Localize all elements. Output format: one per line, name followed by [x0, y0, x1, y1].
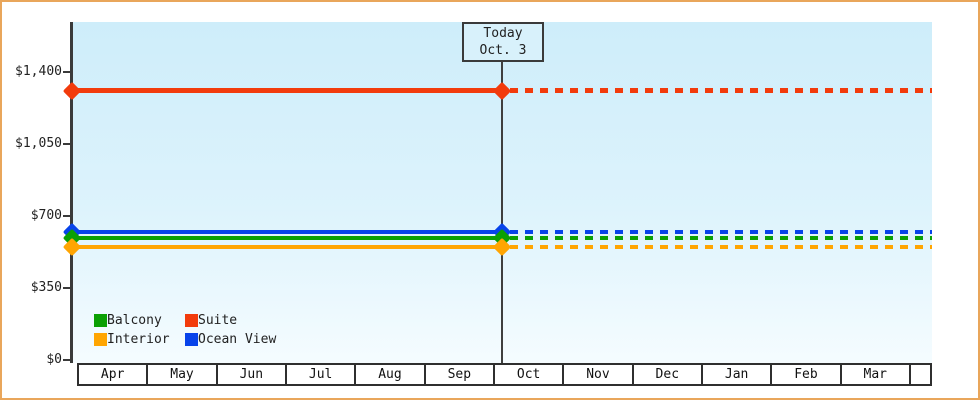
x-axis-month-oct: Oct: [494, 365, 565, 384]
x-axis-month-partial: [910, 365, 930, 384]
x-axis-month-aug: Aug: [356, 365, 426, 384]
month-label: Mar: [863, 367, 888, 382]
x-axis-month-row: Apr May Jun Jul Aug Sep Oct Nov Dec Jan …: [77, 363, 932, 386]
y-axis-tick-label: $0: [46, 352, 62, 367]
month-label: Oct: [516, 367, 541, 382]
x-axis-month-nov: Nov: [564, 365, 634, 384]
month-label: Dec: [655, 367, 680, 382]
month-label: Jul: [308, 367, 333, 382]
x-axis-month-jul: Jul: [286, 365, 357, 384]
y-axis-tick: [63, 143, 72, 145]
y-axis-tick-label: $1,400: [15, 64, 62, 79]
y-axis-tick: [63, 215, 72, 217]
today-annotation: Today Oct. 3: [462, 22, 544, 62]
y-axis-tick: [63, 287, 72, 289]
series-projection-balcony: [510, 235, 932, 240]
legend-label-ocean-view: Ocean View: [198, 332, 277, 347]
series-marker-suite: [492, 81, 512, 100]
interior-swatch: [94, 333, 107, 346]
x-axis-month-mar: Mar: [841, 365, 911, 384]
month-label: Feb: [794, 367, 818, 382]
x-axis-month-apr: Apr: [79, 365, 149, 384]
series-projection-interior: [510, 244, 932, 249]
month-label: Apr: [100, 367, 125, 382]
x-axis-month-jan: Jan: [702, 365, 773, 384]
today-annotation-line1: Today: [483, 26, 523, 41]
today-annotation-line2: Oct. 3: [479, 43, 527, 58]
y-axis-tick-label: $1,050: [15, 136, 62, 151]
y-axis-tick-label: $700: [30, 208, 62, 223]
legend-item-balcony: Balcony: [94, 313, 185, 328]
month-label: Jun: [239, 367, 264, 382]
y-axis-tick: [63, 71, 72, 73]
y-axis-tick: [63, 359, 72, 361]
x-axis-month-dec: Dec: [633, 365, 703, 384]
legend-item-interior: Interior: [94, 332, 185, 347]
legend-item-suite: Suite: [185, 313, 276, 328]
x-axis-month-jun: Jun: [217, 365, 287, 384]
legend-item-ocean-view: Ocean View: [185, 332, 276, 347]
series-layer: [62, 22, 932, 363]
y-axis-tick-label: $350: [30, 280, 62, 295]
series-line-suite: [72, 88, 502, 93]
legend-label-balcony: Balcony: [107, 313, 162, 328]
suite-swatch: [185, 314, 198, 327]
series-projection-suite: [510, 88, 932, 93]
today-line: [501, 62, 503, 363]
plot-area: Today Oct. 3 Balcony Suite Interior Ocea…: [62, 22, 932, 363]
month-label: Aug: [378, 367, 402, 382]
month-label: Sep: [447, 367, 472, 382]
x-axis-month-feb: Feb: [772, 365, 842, 384]
series-projection-ocean-view: [510, 230, 932, 235]
month-label: Nov: [586, 367, 610, 382]
legend-label-suite: Suite: [198, 313, 238, 328]
month-label: May: [170, 367, 194, 382]
x-axis-month-sep: Sep: [425, 365, 495, 384]
ocean-view-swatch: [185, 333, 198, 346]
balcony-swatch: [94, 314, 107, 327]
legend: Balcony Suite Interior Ocean View: [94, 313, 276, 347]
series-line-interior: [72, 244, 502, 249]
series-line-ocean-view: [72, 230, 502, 235]
month-label: Jan: [724, 367, 749, 382]
series-line-balcony: [72, 235, 502, 240]
x-axis-month-may: May: [148, 365, 218, 384]
series-marker-suite: [62, 81, 82, 100]
y-axis-line: [70, 22, 73, 363]
legend-label-interior: Interior: [107, 332, 170, 347]
